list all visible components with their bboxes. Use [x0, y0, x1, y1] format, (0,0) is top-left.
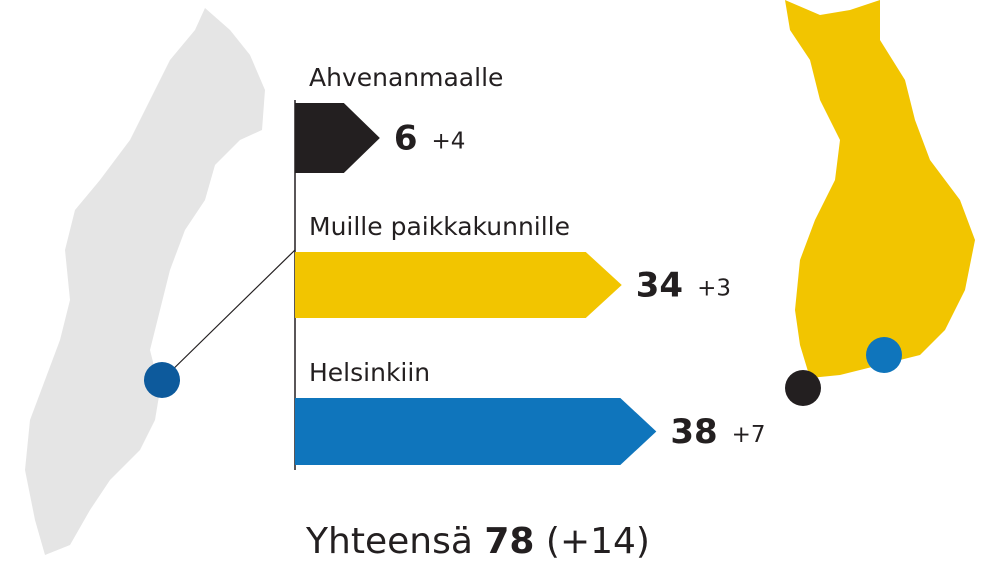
arrow-bar: [295, 398, 657, 465]
aland-dot: [785, 370, 821, 406]
sweden-map: [25, 8, 265, 555]
value-label: 6: [394, 119, 418, 159]
origin-dot: [144, 362, 180, 398]
total-change: (+14): [546, 521, 650, 561]
category-label: Helsinkiin: [309, 358, 430, 387]
total-label: Yhteensä: [305, 521, 473, 561]
arrow-bar: [295, 103, 380, 173]
category-label: Muille paikkakunnille: [309, 212, 570, 241]
change-label: +3: [697, 276, 731, 302]
connector-line: [161, 249, 296, 381]
value-label: 38: [670, 412, 717, 452]
total: Yhteensä 78 (+14): [305, 521, 650, 561]
arrow-bar: [295, 252, 622, 318]
value-label: 34: [636, 266, 683, 306]
finland-map: [785, 0, 975, 378]
change-label: +4: [432, 129, 466, 155]
helsinki-dot: [866, 337, 902, 373]
total-value: 78: [484, 521, 534, 561]
change-label: +7: [732, 422, 766, 448]
category-label: Ahvenanmaalle: [309, 63, 503, 92]
